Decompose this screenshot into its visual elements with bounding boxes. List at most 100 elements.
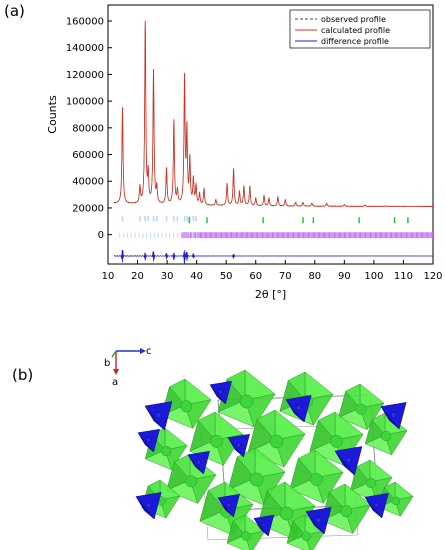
y-tick-label: 20000 — [72, 203, 104, 214]
octahedral-cation — [366, 478, 377, 489]
octahedral-cation — [381, 431, 392, 442]
x-tick-label: 60 — [249, 271, 262, 282]
octahedron-face — [256, 409, 276, 441]
x-tick-label: 70 — [279, 271, 292, 282]
tetrahedron-face — [135, 496, 155, 520]
plot-frame — [107, 4, 434, 265]
tetrahedral-cation — [145, 502, 152, 508]
x-tick-label: 10 — [102, 271, 115, 282]
coordination-octahedron — [247, 409, 306, 468]
tetrahedron-face — [227, 437, 244, 458]
tetrahedral-cation — [374, 502, 380, 508]
coordination-tetrahedron — [135, 492, 162, 520]
c-axis-arrowhead — [140, 348, 146, 354]
panel-label-b: (b) — [12, 366, 34, 384]
legend-entry: observed profile — [321, 15, 386, 24]
octahedron-face — [266, 481, 286, 513]
b-axis-arrow — [111, 350, 117, 358]
x-tick-label: 20 — [131, 271, 144, 282]
x-tick-label: 120 — [423, 271, 442, 282]
octahedron-face — [287, 371, 306, 401]
x-tick-label: 50 — [220, 271, 233, 282]
legend-entry: difference profile — [321, 37, 389, 46]
tetrahedral-cation — [236, 442, 242, 448]
octahedral-cation — [340, 505, 353, 518]
tetrahedral-cation — [315, 517, 322, 523]
y-tick-label: 160000 — [66, 17, 104, 28]
tetrahedron-face — [380, 406, 400, 430]
octahedron-face — [174, 453, 191, 481]
tetrahedron-face — [217, 497, 234, 518]
coordination-tetrahedron — [364, 492, 389, 519]
x-tick-label: 80 — [308, 271, 321, 282]
octahedral-cation — [309, 472, 323, 486]
coordination-octahedron — [227, 447, 286, 506]
coordination-tetrahedron — [253, 514, 275, 537]
octahedron-face — [169, 378, 186, 406]
c-axis-label: c — [146, 346, 152, 357]
y-tick-label: 100000 — [66, 97, 104, 108]
tetrahedral-cation — [155, 412, 162, 418]
octahedron-face — [371, 412, 386, 436]
tetrahedron-face — [144, 405, 165, 431]
octahedron-face — [297, 449, 316, 479]
octahedron-face — [329, 483, 346, 511]
octahedron-face — [317, 411, 336, 441]
octahedron-face — [207, 481, 226, 511]
coordination-tetrahedron — [380, 402, 407, 430]
coordination-tetrahedron — [144, 401, 173, 431]
a-axis-label: a — [112, 377, 118, 388]
xrd-refinement-chart: 0 20000 40000 60000 80000 100000 120000 140000 1… — [46, 4, 443, 301]
b-axis-label: b — [104, 358, 110, 369]
octahedral-cation — [241, 531, 251, 541]
octahedral-cation — [391, 496, 401, 506]
x-axis-label: 2θ [°] — [255, 288, 286, 301]
tetrahedral-cation — [345, 457, 352, 463]
x-tick-label: 30 — [161, 271, 174, 282]
octahedral-cation — [209, 434, 223, 448]
coordination-octahedron — [217, 369, 276, 428]
octahedron-face — [232, 514, 246, 536]
tetrahedron-face — [305, 511, 325, 535]
tetrahedral-cation — [196, 459, 202, 465]
tetrahedron-face — [285, 399, 305, 423]
x-tick-label: 100 — [364, 271, 383, 282]
coordination-octahedron — [320, 483, 372, 534]
octahedron-face — [226, 369, 246, 401]
coordination-tetrahedron — [334, 446, 363, 476]
tetrahedral-cation — [390, 412, 397, 418]
y-tick-label: 60000 — [72, 150, 104, 161]
y-tick-label: 140000 — [66, 43, 104, 54]
octahedral-cation — [161, 446, 172, 457]
coordination-tetrahedron — [137, 428, 160, 453]
coordination-tetrahedron — [285, 395, 312, 423]
y-tick-label: 0 — [98, 230, 104, 241]
tetrahedron-face — [253, 518, 269, 537]
octahedral-cation — [249, 472, 264, 487]
y-axis-label: Counts — [46, 95, 59, 134]
octahedral-cation — [301, 531, 311, 541]
coordination-tetrahedron — [305, 507, 332, 535]
x-tick-label: 40 — [190, 271, 203, 282]
coordination-octahedron — [226, 514, 266, 550]
tetrahedral-cation — [295, 405, 302, 411]
difference-profile-line — [113, 249, 434, 264]
tetrahedral-cation — [226, 502, 232, 508]
octahedron-face — [345, 383, 361, 409]
tetrahedron-face — [187, 454, 204, 475]
legend-box — [289, 9, 431, 49]
x-tick-label: 110 — [394, 271, 413, 282]
coordination-octahedron — [160, 378, 212, 429]
octahedral-cation — [355, 403, 367, 415]
octahedral-cation — [279, 506, 294, 521]
y-tick-label: 120000 — [66, 70, 104, 81]
tetrahedral-cation — [146, 437, 152, 443]
x-tick-label: 90 — [338, 271, 351, 282]
octahedron-face — [292, 514, 306, 536]
coordination-tetrahedron — [187, 450, 210, 475]
octahedral-cation — [180, 400, 193, 413]
tetrahedron-face — [137, 432, 154, 453]
legend-entry: calculated profile — [321, 26, 390, 35]
octahedral-cation — [269, 434, 284, 449]
